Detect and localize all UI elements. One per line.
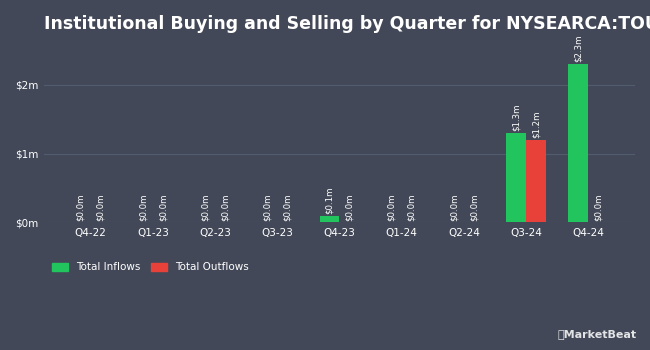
Text: $1.2m: $1.2m (532, 111, 541, 138)
Text: $0.0m: $0.0m (469, 193, 478, 221)
Text: ⎀MarketBeat: ⎀MarketBeat (558, 329, 637, 340)
Text: $0.0m: $0.0m (345, 193, 354, 221)
Text: $2.3m: $2.3m (574, 35, 583, 63)
Text: $0.1m: $0.1m (325, 186, 334, 214)
Text: $0.0m: $0.0m (407, 193, 416, 221)
Text: $0.0m: $0.0m (96, 193, 105, 221)
Bar (506, 133, 526, 223)
Text: $0.0m: $0.0m (138, 193, 148, 221)
Bar (320, 216, 339, 223)
Text: $0.0m: $0.0m (283, 193, 292, 221)
Text: $0.0m: $0.0m (387, 193, 396, 221)
Text: $0.0m: $0.0m (76, 193, 85, 221)
Text: $0.0m: $0.0m (159, 193, 167, 221)
Text: $0.0m: $0.0m (220, 193, 229, 221)
Text: $1.3m: $1.3m (512, 104, 521, 131)
Legend: Total Inflows, Total Outflows: Total Inflows, Total Outflows (49, 259, 252, 275)
Text: Institutional Buying and Selling by Quarter for NYSEARCA:TOUS: Institutional Buying and Selling by Quar… (44, 15, 650, 33)
Text: $0.0m: $0.0m (263, 193, 272, 221)
Text: $0.0m: $0.0m (449, 193, 458, 221)
Text: $0.0m: $0.0m (201, 193, 210, 221)
Bar (568, 64, 588, 223)
Bar (526, 140, 546, 223)
Text: $0.0m: $0.0m (593, 193, 603, 221)
